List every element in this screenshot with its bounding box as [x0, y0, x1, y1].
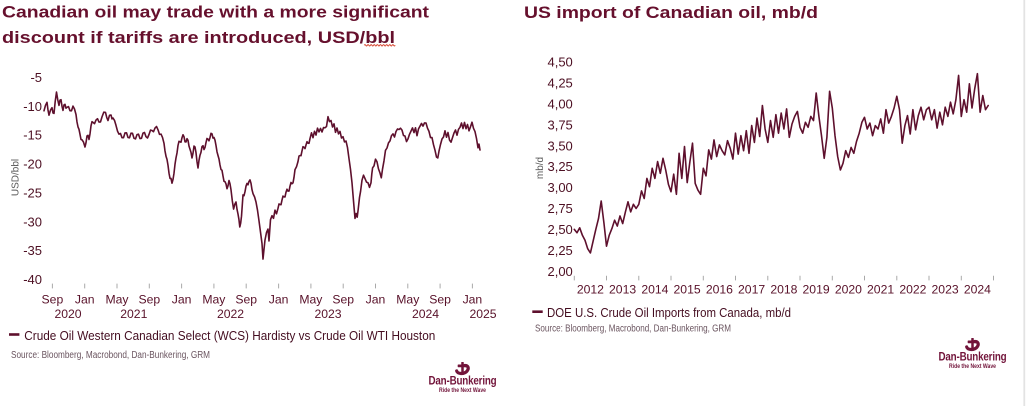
svg-text:2024: 2024 [412, 307, 439, 321]
svg-text:Jan: Jan [269, 292, 289, 306]
svg-text:Ride the Next Wave: Ride the Next Wave [439, 387, 486, 394]
svg-text:3,25: 3,25 [547, 159, 572, 174]
svg-text:2024: 2024 [964, 283, 991, 297]
svg-text:4,50: 4,50 [547, 55, 572, 70]
svg-text:Sep: Sep [138, 292, 160, 306]
svg-text:-40: -40 [23, 272, 42, 287]
svg-text:2019: 2019 [803, 283, 830, 297]
svg-text:3,00: 3,00 [547, 180, 572, 195]
svg-text:2015: 2015 [674, 283, 701, 297]
svg-text:May: May [396, 292, 420, 306]
svg-text:USD/bbl: USD/bbl [11, 159, 22, 196]
svg-text:Jan: Jan [75, 292, 95, 306]
svg-text:2016: 2016 [706, 283, 733, 297]
svg-text:2025: 2025 [469, 307, 496, 321]
svg-text:Source: Bloomberg, Macrobond,: Source: Bloomberg, Macrobond, Dan-Bunker… [535, 323, 731, 334]
svg-text:DOE U.S. Crude Oil Imports fro: DOE U.S. Crude Oil Imports from Canada, … [547, 306, 791, 320]
svg-text:2012: 2012 [577, 283, 604, 297]
svg-text:2017: 2017 [738, 283, 765, 297]
svg-text:-35: -35 [23, 243, 42, 258]
svg-text:-25: -25 [23, 185, 42, 200]
svg-text:Jan: Jan [172, 292, 192, 306]
svg-text:Sep: Sep [429, 292, 451, 306]
svg-text:-15: -15 [23, 128, 42, 143]
svg-text:2021: 2021 [867, 283, 894, 297]
svg-text:-5: -5 [30, 70, 42, 85]
svg-text:May: May [105, 292, 129, 306]
svg-text:mb/d: mb/d [535, 157, 546, 179]
svg-text:2023: 2023 [932, 283, 959, 297]
svg-text:2021: 2021 [120, 307, 147, 321]
svg-text:Sep: Sep [42, 292, 64, 306]
svg-text:2,75: 2,75 [547, 201, 572, 216]
svg-text:2022: 2022 [899, 283, 926, 297]
svg-text:4,25: 4,25 [547, 76, 572, 91]
svg-text:2,25: 2,25 [547, 243, 572, 258]
svg-text:Jan: Jan [463, 292, 483, 306]
svg-text:May: May [202, 292, 226, 306]
svg-text:2014: 2014 [641, 283, 668, 297]
svg-text:3,75: 3,75 [547, 117, 572, 132]
svg-text:-30: -30 [23, 214, 42, 229]
svg-text:2013: 2013 [609, 283, 636, 297]
svg-text:3,50: 3,50 [547, 138, 572, 153]
svg-text:Canadian oil may trade with a: Canadian oil may trade with a more signi… [2, 4, 430, 22]
svg-text:Dan-Bunkering: Dan-Bunkering [939, 352, 1007, 364]
svg-text:Jan: Jan [366, 292, 386, 306]
svg-text:2023: 2023 [314, 307, 341, 321]
svg-text:2018: 2018 [770, 283, 797, 297]
svg-text:2020: 2020 [54, 307, 81, 321]
svg-text:-10: -10 [23, 99, 42, 114]
svg-text:4,00: 4,00 [547, 97, 572, 112]
svg-text:-20: -20 [23, 157, 42, 172]
svg-text:Dan-Bunkering: Dan-Bunkering [429, 376, 497, 388]
svg-text:2022: 2022 [217, 307, 244, 321]
svg-text:Crude Oil Western Canadian Sel: Crude Oil Western Canadian Select (WCS) … [24, 329, 435, 343]
svg-text:US import of Canadian oil, mb/: US import of Canadian oil, mb/d [524, 4, 818, 22]
svg-text:2020: 2020 [835, 283, 862, 297]
svg-text:Sep: Sep [332, 292, 354, 306]
svg-text:Source: Bloomberg, Macrobond,: Source: Bloomberg, Macrobond, Dan-Bunker… [11, 350, 210, 361]
svg-text:May: May [299, 292, 323, 306]
svg-text:Sep: Sep [235, 292, 257, 306]
svg-text:2,50: 2,50 [547, 222, 572, 237]
svg-text:2,00: 2,00 [547, 264, 572, 279]
svg-text:Ride the Next Wave: Ride the Next Wave [949, 363, 996, 370]
svg-text:discount if tariffs are introd: discount if tariffs are introduced, USD/… [2, 29, 395, 47]
